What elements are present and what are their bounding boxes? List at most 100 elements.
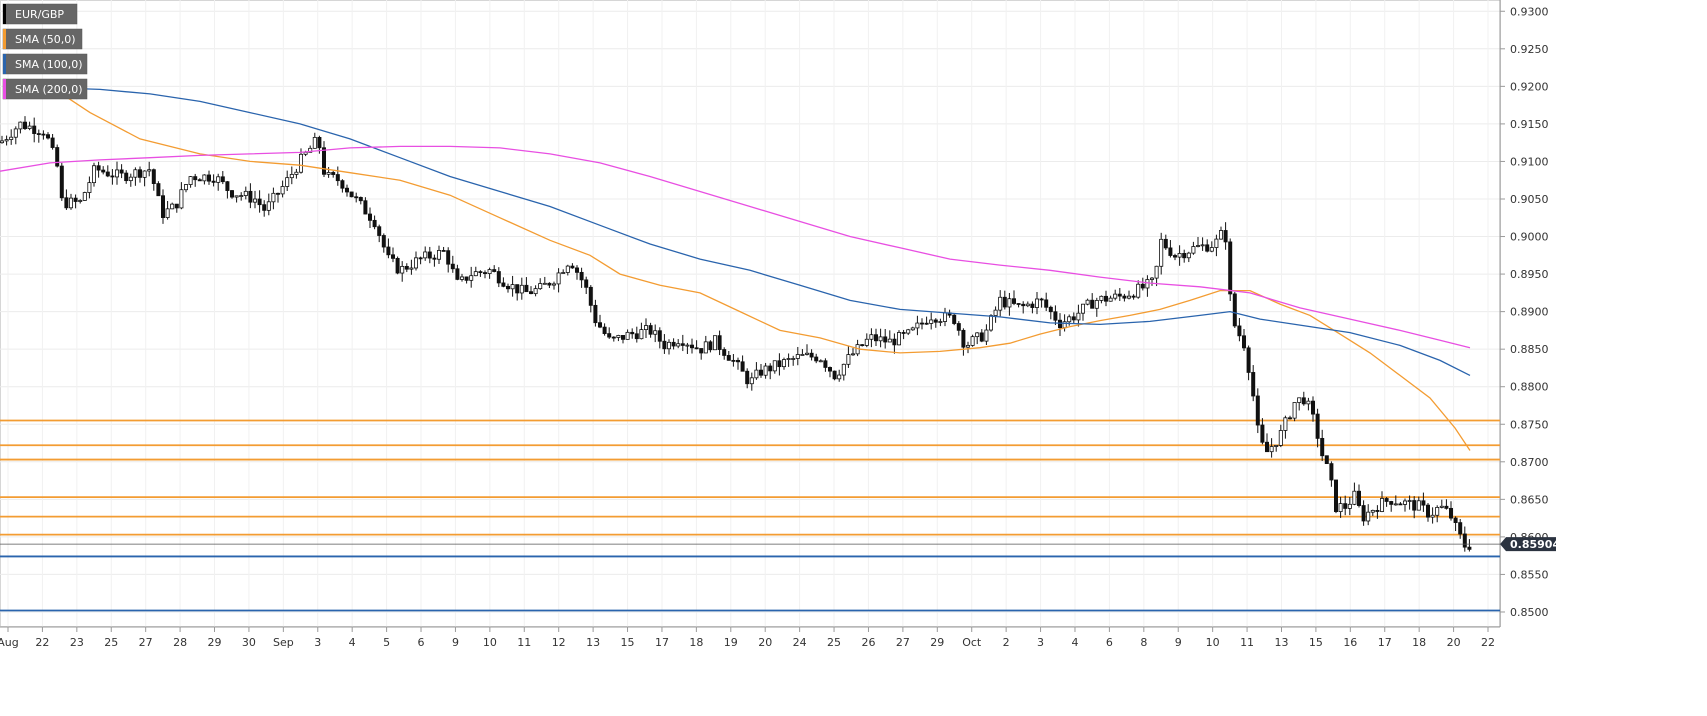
candle-body <box>552 283 557 286</box>
candle-body <box>699 348 704 354</box>
candle-body <box>814 356 819 362</box>
candle-body <box>206 174 211 182</box>
x-tick-label: 22 <box>1481 636 1495 649</box>
plot-area <box>0 0 1501 627</box>
candle-body <box>754 369 759 379</box>
y-axis-area <box>1501 0 1707 712</box>
candle-body <box>1099 295 1104 301</box>
candle-body <box>1163 238 1168 249</box>
candle-body <box>869 334 874 340</box>
candle-body <box>229 190 234 198</box>
x-tick-label: 28 <box>173 636 187 649</box>
candle-body <box>726 355 731 361</box>
candle-body <box>1338 503 1343 513</box>
x-tick-label: 9 <box>1175 636 1182 649</box>
candle-body <box>510 284 515 290</box>
candle-body <box>1025 303 1030 307</box>
candle-body <box>1150 277 1155 280</box>
candle-body <box>395 257 400 274</box>
candle-body <box>344 187 349 193</box>
candle-body <box>920 322 925 325</box>
x-tick-label: 6 <box>1106 636 1113 649</box>
candle-body <box>630 331 635 335</box>
candle-body <box>64 197 69 209</box>
candle-body <box>763 365 768 376</box>
candle-body <box>124 172 129 182</box>
y-tick-label: 0.9050 <box>1510 193 1549 206</box>
candle-body <box>524 284 529 293</box>
candle-body <box>165 208 170 218</box>
candle-body <box>1232 293 1237 327</box>
legend-swatch <box>3 29 6 49</box>
candle-body <box>671 341 676 347</box>
candle-body <box>349 191 354 198</box>
candle-body <box>874 334 879 342</box>
candle-body <box>584 279 589 288</box>
candle-body <box>59 165 64 199</box>
candle-body <box>1370 509 1375 513</box>
x-tick-label: 3 <box>1037 636 1044 649</box>
x-tick-label: 20 <box>758 636 772 649</box>
candle-body <box>266 201 271 211</box>
x-tick-label: 22 <box>35 636 49 649</box>
candle-body <box>1329 463 1334 481</box>
candle-body <box>1117 293 1122 297</box>
candle-body <box>841 363 846 376</box>
candle-body <box>1444 505 1449 509</box>
candle-body <box>837 374 842 380</box>
y-tick-label: 0.9150 <box>1510 118 1549 131</box>
candle-body <box>225 181 230 191</box>
x-tick-label: 25 <box>104 636 118 649</box>
candle-body <box>1352 490 1357 505</box>
candle-body <box>883 336 888 343</box>
candle-body <box>1108 297 1113 302</box>
candle-body <box>887 338 892 343</box>
candle-body <box>998 296 1003 311</box>
candle-body <box>183 184 188 191</box>
x-tick-label: Oct <box>962 636 982 649</box>
candle-body <box>892 338 897 346</box>
candle-body <box>703 341 708 354</box>
candle-body <box>501 282 506 287</box>
x-tick-label: 17 <box>1378 636 1392 649</box>
x-tick-label: 16 <box>1343 636 1357 649</box>
candle-body <box>133 169 138 178</box>
candle-body <box>1283 417 1288 431</box>
candle-body <box>119 169 124 174</box>
candle-body <box>1251 372 1256 397</box>
candle-body <box>427 251 432 259</box>
candle-body <box>18 121 23 130</box>
candle-body <box>823 360 828 368</box>
legend-label: SMA (200,0) <box>15 83 83 96</box>
candle-body <box>616 335 621 338</box>
candle-body <box>1315 413 1320 439</box>
candle-body <box>413 257 418 269</box>
candle-body <box>220 176 225 183</box>
candle-body <box>897 332 902 346</box>
candle-body <box>910 327 915 331</box>
candle-body <box>717 335 722 350</box>
candle-body <box>331 172 336 175</box>
candle-body <box>1159 238 1164 267</box>
x-tick-label: 8 <box>1140 636 1147 649</box>
y-tick-label: 0.8900 <box>1510 306 1549 319</box>
x-tick-label: 19 <box>724 636 738 649</box>
candle-body <box>1085 299 1090 305</box>
candle-body <box>713 335 718 351</box>
candle-body <box>588 286 593 306</box>
candle-body <box>538 283 543 290</box>
x-tick-label: 20 <box>1447 636 1461 649</box>
candle-body <box>1219 230 1224 240</box>
x-tick-label: 10 <box>483 636 497 649</box>
candle-body <box>1288 417 1293 420</box>
candle-body <box>188 176 193 185</box>
candle-body <box>248 190 253 203</box>
candle-body <box>680 343 685 346</box>
candle-body <box>878 336 883 342</box>
candle-body <box>36 133 41 135</box>
candle-body <box>1361 505 1366 522</box>
x-tick-label: 2 <box>1003 636 1010 649</box>
candle-body <box>625 331 630 340</box>
candle-body <box>1209 247 1214 252</box>
